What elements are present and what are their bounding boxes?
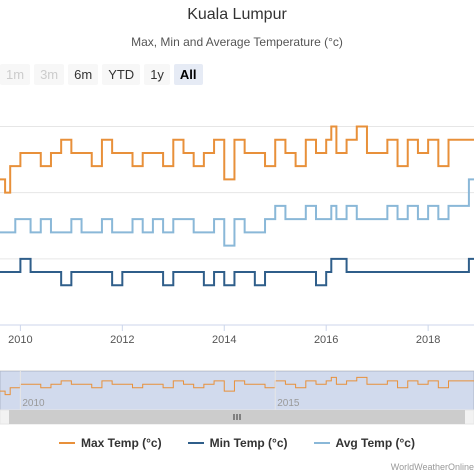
navigator-label: 2015 xyxy=(277,398,300,409)
x-tick-label: 2012 xyxy=(110,334,134,346)
range-button-1m[interactable]: 1m xyxy=(0,64,31,85)
x-tick-label: 2018 xyxy=(416,334,440,346)
range-button-all[interactable]: All xyxy=(173,64,203,85)
chart-title: Kuala Lumpur xyxy=(187,6,287,23)
legend-item-avg[interactable]: Avg Temp (°c) xyxy=(313,436,415,450)
series-line-max[interactable] xyxy=(0,125,474,194)
legend-item-max[interactable]: Max Temp (°c) xyxy=(59,436,162,450)
series-lines xyxy=(0,125,474,287)
range-button-ytd[interactable]: YTD xyxy=(102,64,141,85)
x-axis: 2010 2012 2014 2016 2018 xyxy=(0,324,474,346)
legend-label-max: Max Temp (°c) xyxy=(81,436,162,450)
series-line-avg[interactable] xyxy=(0,178,474,247)
chart-legend: Max Temp (°c) Min Temp (°c) Avg Temp (°c… xyxy=(0,436,474,450)
x-tick-label: 2010 xyxy=(8,334,32,346)
range-button-6m[interactable]: 6m xyxy=(68,64,99,85)
navigator-label: 2010 xyxy=(22,398,45,409)
legend-item-min[interactable]: Min Temp (°c) xyxy=(187,436,288,450)
x-tick-label: 2014 xyxy=(212,334,236,346)
credit-link[interactable]: WorldWeatherOnline xyxy=(390,462,474,472)
x-tick-label: 2016 xyxy=(314,334,338,346)
navigator-frame xyxy=(0,370,474,411)
series-line-min[interactable] xyxy=(0,257,474,287)
legend-line-icon xyxy=(59,442,75,444)
legend-line-icon xyxy=(187,442,204,444)
legend-label-avg: Avg Temp (°c) xyxy=(335,436,415,450)
legend-line-icon xyxy=(313,442,330,444)
range-selector: 1m 3m 6m YTD 1y All xyxy=(0,64,203,85)
range-button-3m[interactable]: 3m xyxy=(34,64,65,85)
legend-label-min: Min Temp (°c) xyxy=(209,436,288,450)
navigator-mask[interactable] xyxy=(0,371,474,410)
scrollbar[interactable] xyxy=(0,409,474,425)
chart-subtitle: Max, Min and Average Temperature (°c) xyxy=(131,35,343,49)
range-button-1y[interactable]: 1y xyxy=(144,64,170,85)
navigator-series-line xyxy=(0,376,474,396)
navigator[interactable]: 2010 2015 xyxy=(0,370,474,411)
scrollbar-grip-icon[interactable] xyxy=(233,414,241,420)
